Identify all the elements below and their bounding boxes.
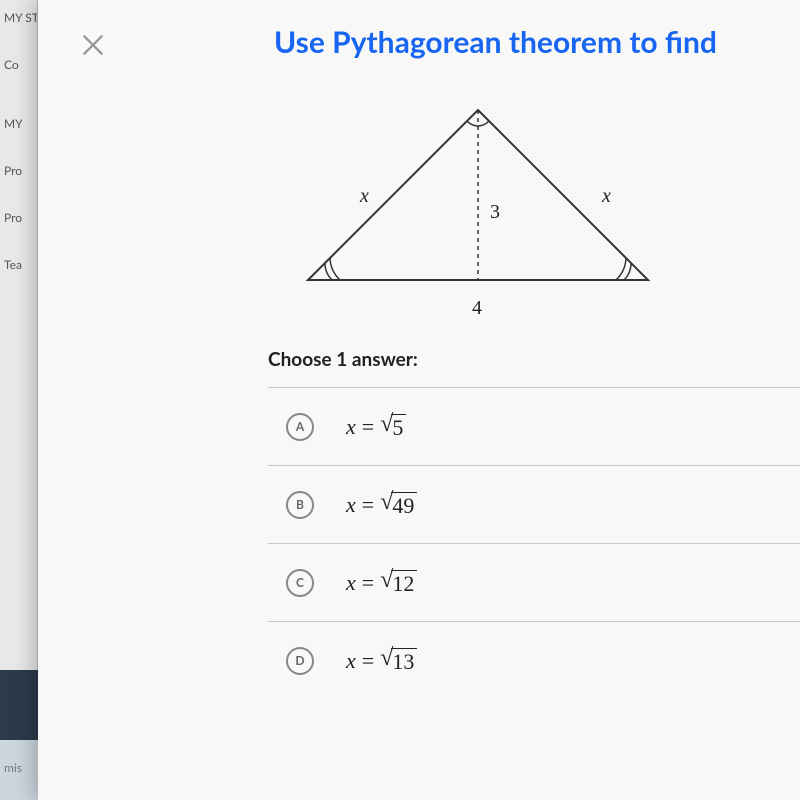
page-title: Use Pythagorean theorem to find — [274, 24, 717, 60]
answer-choice-d[interactable]: D x= √13 — [268, 621, 800, 699]
sidebar-item: MY STUFF — [0, 0, 37, 35]
sidebar-item[interactable]: Pro — [0, 200, 37, 235]
choice-badge: D — [286, 647, 314, 675]
answer-list: A x= √5 B x= √49 C x= √12 — [268, 387, 800, 699]
sidebar-item[interactable]: Tea — [0, 247, 37, 282]
altitude-label: 3 — [490, 201, 500, 223]
choice-badge: A — [286, 413, 314, 441]
answer-choice-a[interactable]: A x= √5 — [268, 387, 800, 465]
choice-math: x= √49 — [346, 490, 417, 519]
base-label: 4 — [472, 297, 482, 319]
choice-math: x= √12 — [346, 568, 417, 597]
sidebar-dark-block — [0, 670, 38, 740]
triangle-diagram: x x 3 4 — [268, 80, 688, 330]
exercise-modal: Use Pythagorean theorem to find x x — [38, 0, 800, 800]
sidebar-bottom-item[interactable]: mis — [0, 740, 38, 800]
sidebar-item[interactable]: Co — [0, 47, 37, 82]
side-label-left: x — [359, 185, 369, 207]
answer-choice-c[interactable]: C x= √12 — [268, 543, 800, 621]
prompt-text: Choose 1 answer: — [268, 348, 800, 371]
answer-choice-b[interactable]: B x= √49 — [268, 465, 800, 543]
sidebar-item[interactable]: Pro — [0, 153, 37, 188]
sidebar-item[interactable]: MY — [0, 106, 37, 141]
choice-math: x= √5 — [346, 412, 406, 441]
close-icon[interactable] — [76, 28, 110, 62]
exercise-content: x x 3 4 Choose 1 answer: A x= √5 B x= √4… — [38, 80, 800, 800]
side-label-right: x — [601, 185, 611, 207]
sidebar: MY STUFF Co MY Pro Pro Tea mis — [0, 0, 38, 800]
choice-math: x= √13 — [346, 646, 417, 675]
choice-badge: B — [286, 491, 314, 519]
choice-badge: C — [286, 569, 314, 597]
